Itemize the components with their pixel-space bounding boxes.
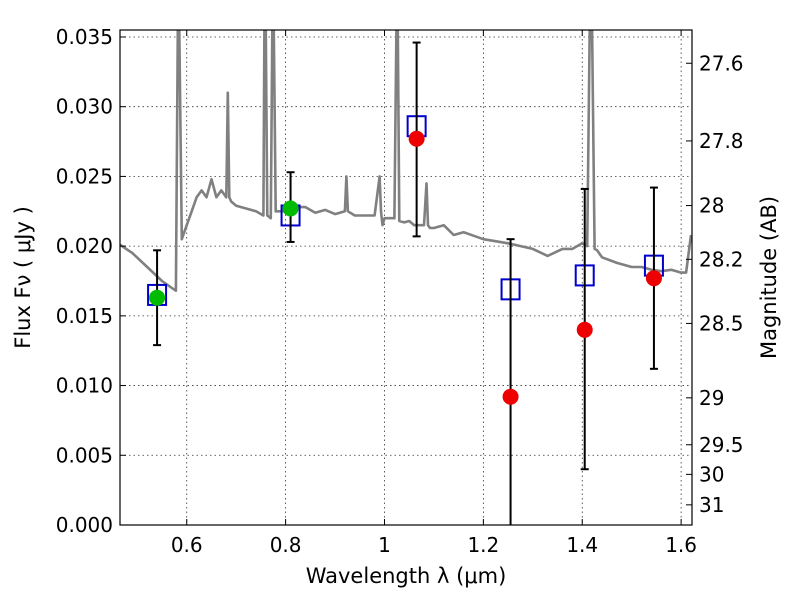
plot-area bbox=[120, 30, 692, 525]
y-tick-label: 0.010 bbox=[56, 374, 113, 398]
data-point bbox=[282, 200, 299, 217]
y-tick-label: 0.000 bbox=[56, 513, 113, 537]
spectrum-line bbox=[120, 30, 692, 293]
y2-tick-label: 31 bbox=[699, 493, 724, 517]
x-tick-label: 0.6 bbox=[171, 533, 203, 557]
data-point bbox=[149, 289, 166, 306]
y2-tick-label: 29 bbox=[699, 386, 724, 410]
x-tick-label: 1.2 bbox=[467, 533, 499, 557]
x-tick-label: 0.8 bbox=[270, 533, 302, 557]
x-tick-label: 1.6 bbox=[665, 533, 697, 557]
data-point bbox=[408, 130, 425, 147]
y2-tick-label: 30 bbox=[699, 462, 724, 486]
y2-tick-label: 29.5 bbox=[699, 433, 744, 457]
y-tick-label: 0.035 bbox=[56, 25, 113, 49]
x-axis-label: Wavelength λ (μm) bbox=[306, 564, 507, 588]
grid bbox=[120, 30, 692, 526]
axes: 0.6 0.8 1 1.2 1.4 1.6 0.000 0.005 0.010 0.015 0.02… bbox=[56, 25, 744, 557]
y-tick-label: 0.030 bbox=[56, 95, 113, 119]
y-tick-label: 0.020 bbox=[56, 234, 113, 258]
plot-frame bbox=[119, 29, 693, 526]
y-axis-label: Flux Fν ( μJy ) bbox=[11, 206, 35, 349]
y2-tick-label: 28.5 bbox=[699, 311, 744, 335]
y2-tick-label: 27.6 bbox=[699, 51, 744, 75]
x-tick-label: 1.4 bbox=[566, 533, 598, 557]
y2-axis-label: Magnitude (AB) bbox=[757, 196, 781, 359]
data-point bbox=[645, 270, 662, 287]
y-tick-label: 0.025 bbox=[56, 164, 113, 188]
x-tick-label: 1 bbox=[378, 533, 391, 557]
y-tick-label: 0.015 bbox=[56, 304, 113, 328]
y2-tick-label: 27.8 bbox=[699, 129, 744, 153]
y-tick-label: 0.005 bbox=[56, 443, 113, 467]
data-point bbox=[502, 388, 519, 405]
y2-tick-label: 28 bbox=[699, 194, 724, 218]
data-point bbox=[576, 321, 593, 338]
y2-tick-label: 28.2 bbox=[699, 247, 744, 271]
